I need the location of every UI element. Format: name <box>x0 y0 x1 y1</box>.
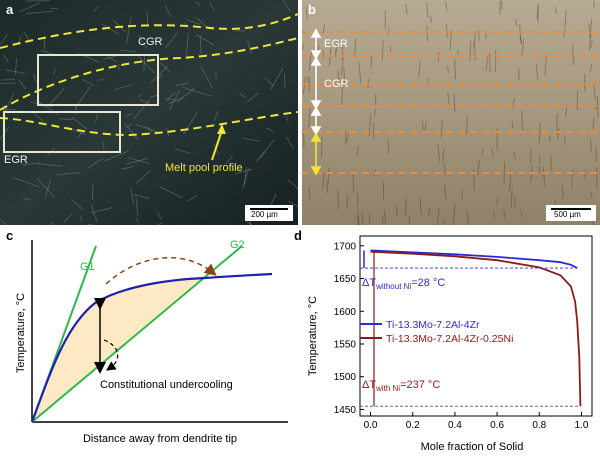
legend-entry-red: Ti-13.3Mo-7.2Al-4Zr-0.25Ni <box>386 333 513 345</box>
x-tick-label: 1.0 <box>575 420 589 431</box>
panel-d: 0.0 0.2 0.4 0.6 0.8 1.0 1450 1500 1550 1600 1650 17… <box>302 228 600 455</box>
chart-d: 0.0 0.2 0.4 0.6 0.8 1.0 1450 1500 1550 1600 1650 17… <box>302 228 600 455</box>
dt-with-ni: ΔTwith Ni=237 °C <box>362 379 440 393</box>
panel-d-letter: d <box>294 228 302 243</box>
cgr-label-a: CGR <box>138 36 162 48</box>
y-tick-label: 1550 <box>334 340 357 351</box>
panel-b: b EGR CGR 500 µm <box>302 0 600 225</box>
y-tick-label: 1450 <box>334 405 357 416</box>
x-axis-label-c: Distance away from dendrite tip <box>83 433 237 445</box>
panel-c-letter: c <box>6 228 13 243</box>
x-tick-label: 0.0 <box>364 420 378 431</box>
egr-label-b: EGR <box>324 38 348 50</box>
micrograph-b <box>302 0 600 225</box>
panel-a-letter: a <box>6 2 13 17</box>
undercooling-label: Constitutional undercooling <box>100 379 233 391</box>
x-tick-label: 0.2 <box>406 420 420 431</box>
cgr-label-b: CGR <box>324 78 348 90</box>
legend-entry-blue: Ti-13.3Mo-7.2Al-4Zr <box>386 319 480 331</box>
x-tick-label: 0.8 <box>532 420 546 431</box>
panel-c: Temperature, °C Distance away from dendr… <box>0 228 298 455</box>
y-tick-label: 1700 <box>334 241 357 252</box>
scale-bar-b-label: 500 µm <box>554 210 581 219</box>
schematic-c: Temperature, °C Distance away from dendr… <box>0 228 298 455</box>
scale-bar-a-label: 200 µm <box>251 210 278 219</box>
y-tick-label: 1500 <box>334 372 357 383</box>
g1-label: G1 <box>80 261 95 273</box>
x-tick-label: 0.6 <box>490 420 504 431</box>
y-tick-label: 1600 <box>334 307 357 318</box>
x-tick-label: 0.4 <box>448 420 462 431</box>
g2-label: G2 <box>230 239 245 251</box>
y-tick-label: 1650 <box>334 274 357 285</box>
y-axis-label-c: Temperature, °C <box>15 293 27 373</box>
panel-b-letter: b <box>308 2 316 17</box>
egr-label-a: EGR <box>4 154 28 166</box>
panel-a: a CGR EGR Melt pool profile 200 µm <box>0 0 298 225</box>
x-axis-label-d: Mole fraction of Solid <box>421 441 524 453</box>
dt-without-ni: ΔTwithout Ni=28 °C <box>362 277 445 291</box>
melt-pool-label: Melt pool profile <box>165 162 243 174</box>
micrograph-a <box>0 0 298 225</box>
y-axis-label-d: Temperature, °C <box>307 296 319 376</box>
